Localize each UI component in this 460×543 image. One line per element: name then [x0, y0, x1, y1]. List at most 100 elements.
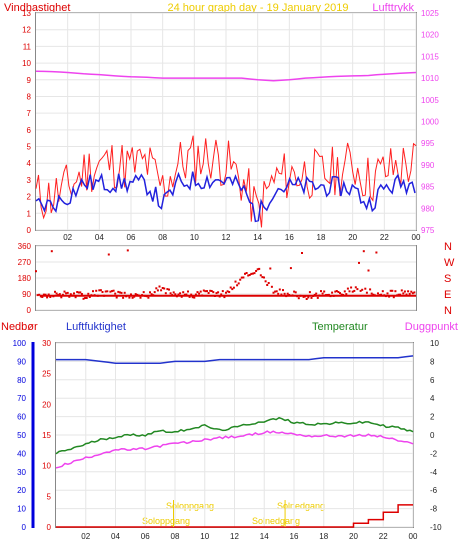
direction-point [38, 293, 41, 296]
direction-y-tick: 0 [27, 306, 32, 315]
direction-point [280, 293, 283, 296]
direction-point [244, 272, 246, 275]
direction-point [79, 291, 82, 294]
humidity-line [56, 355, 414, 364]
direction-point [199, 290, 202, 293]
direction-point [232, 286, 235, 289]
direction-point [282, 289, 284, 292]
direction-point [402, 292, 405, 295]
direction-point [413, 291, 416, 294]
humidity-y-tick: 25 [42, 370, 51, 379]
direction-point [350, 286, 353, 289]
axis-layer: 0123456789101112139759809859909951000100… [13, 9, 442, 541]
direction-point [139, 296, 142, 299]
direction-point [99, 289, 102, 292]
direction-point [261, 276, 264, 279]
rain-y-tick: 100 [13, 339, 27, 348]
direction-point [177, 293, 180, 296]
direction-y-tick: 90 [22, 290, 31, 299]
temperature-y-tick: 2 [430, 413, 435, 422]
direction-point [115, 296, 118, 299]
climate-x-tick: 22 [379, 532, 388, 541]
humidity-y-tick: 10 [42, 462, 51, 471]
wind-x-tick: 14 [253, 233, 262, 242]
direction-point [237, 282, 240, 285]
direction-point [354, 286, 357, 289]
direction-point [107, 253, 110, 256]
direction-point [161, 287, 164, 289]
direction-point [229, 286, 232, 289]
direction-point [405, 293, 408, 296]
wind-x-tick: 08 [158, 233, 167, 242]
marks-layer [35, 70, 417, 528]
chart-title: 24 hour graph day - 19 January 2019 [167, 2, 348, 14]
wind-y-tick: 9 [27, 76, 32, 85]
pressure-y-tick: 1000 [421, 118, 439, 127]
direction-point [258, 267, 261, 270]
direction-point [315, 292, 318, 295]
compass-s: S [444, 273, 451, 285]
direction-point [47, 293, 50, 296]
direction-point [228, 291, 231, 293]
temperature-y-tick: -10 [430, 523, 442, 532]
pressure-y-tick: 980 [421, 204, 435, 213]
direction-point [164, 292, 167, 295]
pressure-y-tick: 1005 [421, 96, 439, 105]
direction-point [98, 289, 101, 292]
wind-x-tick: 20 [348, 233, 357, 242]
direction-point [250, 272, 253, 275]
dewpoint-line [55, 430, 414, 469]
direction-point [82, 297, 85, 300]
direction-point [380, 293, 383, 296]
climate-x-tick: 04 [111, 532, 120, 541]
direction-point [320, 290, 322, 293]
humidity-title: Luftfuktighet [66, 321, 126, 333]
direction-point [198, 292, 201, 295]
direction-y-tick: 360 [18, 242, 32, 251]
direction-point [73, 292, 75, 295]
direction-point [194, 293, 197, 296]
wind-y-tick: 2 [27, 193, 32, 202]
direction-point [196, 291, 199, 294]
temperature-y-tick: 4 [430, 394, 435, 403]
direction-point [392, 296, 395, 299]
direction-point [155, 287, 158, 290]
direction-point [74, 296, 77, 299]
temperature-y-tick: -6 [430, 486, 438, 495]
direction-point [44, 293, 47, 296]
direction-point [364, 287, 367, 290]
direction-point [206, 290, 208, 293]
direction-point [381, 290, 384, 293]
direction-point [77, 291, 80, 294]
wind-y-tick: 6 [27, 126, 32, 135]
direction-point [150, 293, 153, 296]
direction-point [180, 295, 183, 298]
climate-x-tick: 20 [349, 532, 358, 541]
direction-point [188, 295, 191, 298]
direction-point [149, 291, 151, 294]
temperature-y-tick: -4 [430, 468, 438, 477]
direction-point [255, 270, 258, 272]
direction-point [340, 293, 343, 296]
direction-point [117, 290, 120, 293]
direction-point [389, 289, 392, 292]
direction-point [131, 296, 134, 299]
wind-y-tick: 11 [23, 42, 32, 51]
direction-point [323, 290, 326, 293]
direction-point [307, 296, 310, 299]
direction-y-tick: 270 [18, 258, 32, 267]
direction-point [202, 289, 205, 292]
temperature-y-tick: 8 [430, 357, 435, 366]
direction-point [123, 291, 126, 294]
direction-point [122, 296, 125, 299]
climate-x-tick: 10 [200, 532, 209, 541]
wind-y-tick: 4 [27, 159, 32, 168]
rain-y-tick: 0 [22, 523, 27, 532]
direction-point [275, 290, 278, 293]
direction-point [156, 289, 159, 292]
direction-point [407, 290, 410, 293]
direction-point [321, 292, 324, 295]
compass-w: W [444, 257, 455, 269]
direction-point [220, 293, 223, 296]
